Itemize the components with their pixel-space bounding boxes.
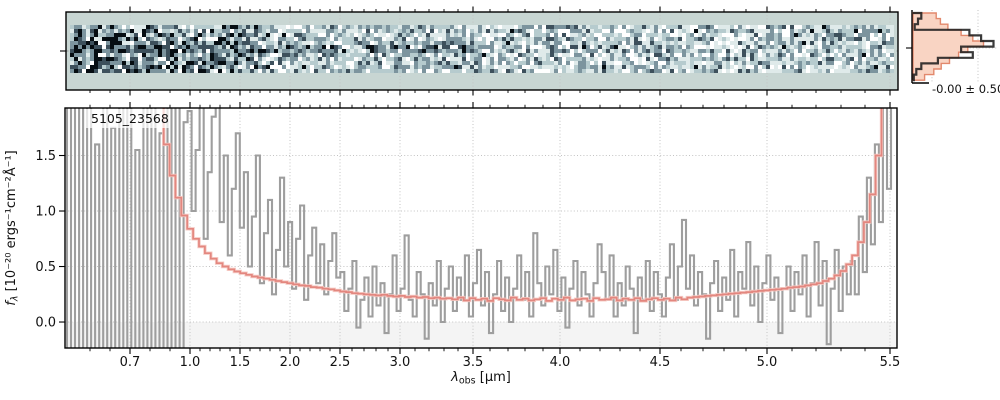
source-label: 5105_23568 (91, 111, 169, 126)
x-tick-label: 3.0 (390, 355, 411, 370)
x-tick-label: 5.5 (880, 355, 901, 370)
x-tick-label: 0.7 (120, 355, 141, 370)
x-tick-label: 4.0 (550, 355, 571, 370)
x-axis-label: λobs [μm] (450, 370, 511, 387)
panel-2d-spectrum (60, 6, 899, 96)
y-tick-label: 0.5 (35, 260, 56, 275)
panel-1d-spectrum: 0.7 1.0 1.5 2.0 2.5 3.0 3.5 4.0 4.5 5.0 5.5 0.0 0.5 1… (35, 102, 901, 370)
x-tick-label: 5.0 (757, 355, 778, 370)
y-tick-label: 1.5 (35, 149, 56, 164)
y-tick-label: 0.0 (35, 316, 56, 331)
y-tick-label: 1.0 (35, 205, 56, 220)
source-label-box (86, 109, 170, 128)
y-axis-label: fλ [10⁻²⁰ ergs⁻¹cm⁻²Å⁻¹] (3, 150, 21, 306)
panel-residual-histogram (906, 10, 998, 84)
x-tick-label: 2.5 (330, 355, 351, 370)
x-tick-label: 3.5 (463, 355, 484, 370)
x-tick-label: 2.0 (280, 355, 301, 370)
x-tick-label: 1.0 (180, 355, 201, 370)
x-tick-label: 4.5 (650, 355, 671, 370)
x-tick-label: 1.5 (230, 355, 251, 370)
histogram-annotation: -0.00 ± 0.50 (932, 82, 1000, 96)
